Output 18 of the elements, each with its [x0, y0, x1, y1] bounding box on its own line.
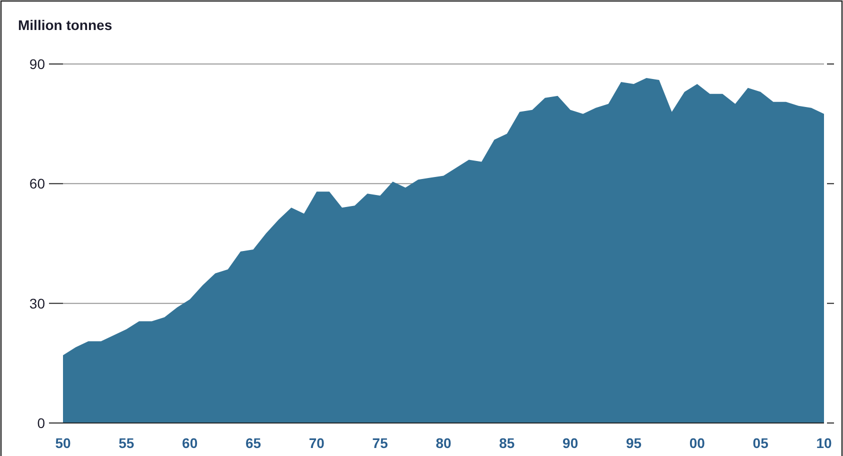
x-tick-label: 90	[562, 435, 578, 451]
x-tick-label: 10	[816, 435, 832, 451]
x-tick-label: 55	[118, 435, 134, 451]
x-tick-label: 75	[372, 435, 388, 451]
y-tick-label: 30	[29, 295, 46, 312]
x-tick-label: 70	[308, 435, 325, 451]
x-tick-label: 60	[182, 435, 198, 451]
y-axis-title: Million tonnes	[18, 17, 112, 33]
y-tick-label: 90	[29, 56, 46, 72]
x-tick-label: 05	[752, 435, 769, 451]
x-tick-label: 95	[626, 435, 642, 451]
x-tick-label: 85	[499, 435, 515, 451]
y-tick-label: 0	[37, 415, 46, 431]
x-tick-label: 50	[55, 435, 71, 451]
x-tick-label: 80	[436, 435, 452, 451]
x-tick-label: 65	[245, 435, 262, 451]
x-tick-label: 00	[689, 435, 706, 451]
y-tick-label: 60	[29, 176, 46, 192]
